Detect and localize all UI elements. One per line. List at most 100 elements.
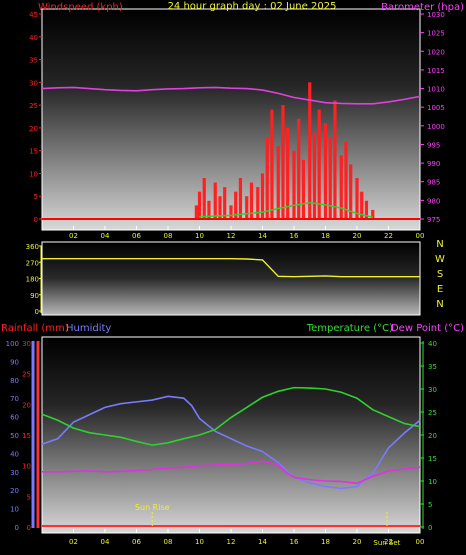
time-tick-label: 06 — [132, 232, 141, 240]
compass-label: S — [437, 269, 443, 280]
time-tick-label: 04 — [101, 232, 110, 240]
rain-tick-label: 30 — [22, 340, 31, 348]
wind-gust-bar — [197, 191, 202, 219]
wind-tick-label: 35 — [29, 57, 38, 65]
time-tick-label: 20 — [353, 538, 362, 546]
time-tick-label: 00 — [416, 232, 425, 240]
compass-label: E — [437, 284, 443, 295]
direction-tick-label: 270 — [26, 259, 39, 267]
wind-gust-bar — [323, 123, 328, 219]
humidity-tick-label: 70 — [10, 395, 19, 403]
rain-tick-label: 5 — [27, 493, 31, 501]
wind-gust-bar — [360, 191, 364, 219]
temp-tick-label: 35 — [428, 363, 437, 371]
time-tick-label: 02 — [69, 538, 78, 546]
wind-tick-label: 30 — [29, 79, 38, 87]
time-tick-label: 02 — [69, 232, 78, 240]
wind-gust-bar — [276, 146, 280, 219]
avg-wind-line — [199, 201, 373, 218]
time-tick-label: 04 — [101, 538, 110, 546]
time-tick-label: 16 — [290, 538, 299, 546]
wind-gust-bar — [286, 127, 290, 219]
time-tick-label: 14 — [258, 232, 267, 240]
temp-tick-label: 20 — [428, 432, 437, 440]
wind-gust-bar — [194, 205, 198, 219]
time-tick-label: 20 — [353, 232, 362, 240]
temp-panel — [41, 336, 421, 534]
time-tick-label: 08 — [164, 538, 173, 546]
humidity-tick-label: 100 — [6, 340, 19, 348]
humidity-tick-label: 30 — [10, 469, 19, 477]
barometer-tick-label: 1030 — [427, 11, 445, 19]
barometer-tick-label: 990 — [427, 160, 440, 168]
wind-gust-bar — [207, 200, 211, 219]
compass-label: N — [436, 239, 443, 250]
humidity-tick-label: 60 — [10, 414, 19, 422]
wind-gust-bar — [249, 182, 254, 219]
time-tick-label: 08 — [164, 232, 173, 240]
wind-gust-bar — [333, 100, 337, 219]
wind-gust-bar — [234, 191, 238, 219]
wind-gust-bar — [202, 178, 206, 219]
wind-gust-bar — [339, 155, 343, 219]
wind-gust-bar — [297, 118, 301, 219]
rain-tick-label: 15 — [22, 432, 31, 440]
wind-gust-bar — [260, 173, 265, 219]
wind-gust-bar — [364, 200, 369, 219]
time-tick-label: 14 — [258, 538, 267, 546]
humidity-tick-label: 80 — [10, 377, 19, 385]
humidity-tick-label: 20 — [10, 487, 19, 495]
compass-label: W — [435, 254, 445, 265]
barometer-tick-label: 1020 — [427, 48, 445, 56]
wind-gust-bar — [312, 132, 317, 219]
direction-tick-label: 90 — [30, 292, 39, 300]
direction-tick-label: 0 — [35, 308, 39, 316]
barometer-axis-title: Barometer (hpa) — [381, 2, 464, 13]
wind-gust-bar — [281, 105, 285, 219]
barometer-tick-label: 1010 — [427, 86, 445, 94]
wind-tick-label: 15 — [29, 148, 38, 156]
temp-tick-label: 10 — [428, 478, 437, 486]
time-tick-label: 10 — [195, 232, 204, 240]
wind-gust-bar — [245, 196, 249, 219]
wind-gust-bar — [223, 187, 227, 219]
wind-gust-bar — [238, 178, 243, 219]
temperature-axis-title: Temperature (°C) — [306, 323, 393, 334]
wind-gust-bar — [218, 196, 222, 219]
wind-gust-bar — [371, 209, 375, 219]
wind-tick-label: 25 — [29, 102, 38, 110]
wind-gust-bar — [328, 137, 332, 219]
barometer-tick-label: 995 — [427, 141, 440, 149]
barometer-tick-label: 1025 — [427, 30, 445, 38]
wind-gust-bar — [349, 164, 353, 219]
barometer-tick-label: 975 — [427, 216, 440, 224]
wind-gust-bar — [292, 150, 296, 219]
dewpoint-axis-title: Dew Point (°C) — [391, 323, 464, 334]
time-tick-label: 16 — [290, 232, 299, 240]
time-tick-label: 12 — [227, 538, 236, 546]
direction-panel — [41, 241, 421, 316]
temp-tick-label: 5 — [428, 501, 432, 509]
barometer-line — [41, 86, 421, 105]
barometer-tick-label: 1005 — [427, 104, 445, 112]
barometer-tick-label: 985 — [427, 179, 440, 187]
time-tick-label: 00 — [416, 538, 425, 546]
temp-tick-label: 40 — [428, 340, 437, 348]
temp-tick-label: 15 — [428, 455, 437, 463]
sunset-label: Sun Set — [373, 539, 400, 547]
direction-tick-label: 180 — [26, 276, 39, 284]
rain-tick-label: 20 — [22, 401, 31, 409]
wind-tick-label: 0 — [34, 216, 38, 224]
wind-tick-label: 20 — [29, 125, 38, 133]
humidity-tick-label: 10 — [10, 506, 19, 514]
humidity-tick-label: 50 — [10, 432, 19, 440]
compass-label: N — [436, 299, 443, 310]
wind-gust-bar — [265, 137, 269, 219]
wind-tick-label: 40 — [29, 34, 38, 42]
rain-tick-label: 25 — [22, 371, 31, 379]
chart-title: 24 hour graph day : 02 June 2025 — [168, 1, 337, 12]
wind-gust-bar — [270, 109, 274, 219]
wind-gust-bar — [301, 159, 306, 219]
humidity-tick-label: 0 — [15, 524, 19, 532]
